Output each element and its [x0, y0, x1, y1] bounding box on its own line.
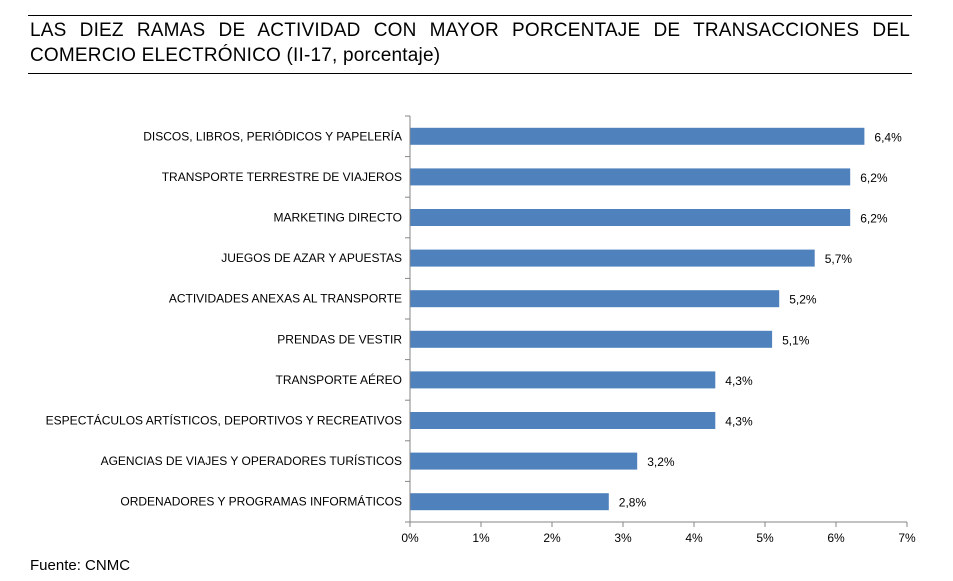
category-label: ORDENADORES Y PROGRAMAS INFORMÁTICOS — [120, 494, 402, 509]
data-label: 5,1% — [782, 333, 810, 347]
data-label: 4,3% — [725, 374, 753, 388]
x-tick-label: 4% — [685, 531, 703, 545]
category-label: ACTIVIDADES ANEXAS AL TRANSPORTE — [169, 292, 402, 306]
data-label: 6,2% — [860, 212, 888, 226]
title-top-rule — [28, 15, 912, 16]
bar — [410, 371, 716, 389]
category-label: PRENDAS DE VESTIR — [277, 332, 402, 346]
bar — [410, 290, 780, 308]
bar — [410, 249, 815, 267]
category-label: AGENCIAS DE VIAJES Y OPERADORES TURÍSTIC… — [101, 453, 402, 468]
bar — [410, 493, 609, 511]
x-tick-label: 3% — [614, 531, 632, 545]
category-label: MARKETING DIRECTO — [274, 211, 402, 225]
category-label: ESPECTÁCULOS ARTÍSTICOS, DEPORTIVOS Y RE… — [46, 413, 402, 428]
data-label: 2,8% — [619, 496, 647, 510]
chart-title: LAS DIEZ RAMAS DE ACTIVIDAD CON MAYOR PO… — [30, 20, 910, 66]
category-label: TRANSPORTE AÉREO — [276, 372, 402, 387]
data-label: 6,4% — [874, 130, 902, 144]
bar — [410, 452, 638, 470]
bar — [410, 330, 773, 348]
category-label: TRANSPORTE TERRESTRE DE VIAJEROS — [162, 170, 402, 184]
data-label: 5,2% — [789, 293, 817, 307]
bar — [410, 168, 851, 186]
data-label: 6,2% — [860, 171, 888, 185]
x-tick-label: 5% — [756, 531, 774, 545]
bar — [410, 127, 865, 145]
x-tick-label: 2% — [543, 531, 561, 545]
category-label: JUEGOS DE AZAR Y APUESTAS — [221, 251, 402, 265]
data-label: 4,3% — [725, 415, 753, 429]
x-tick-label: 7% — [898, 531, 916, 545]
bar — [410, 209, 851, 226]
bar — [410, 412, 716, 429]
category-label: DISCOS, LIBROS, PERIÓDICOS Y PAPELERÍA — [143, 128, 402, 143]
title-bottom-rule — [28, 73, 912, 74]
x-tick-label: 1% — [472, 531, 490, 545]
source-note: Fuente: CNMC — [30, 557, 131, 574]
x-tick-label: 0% — [401, 531, 419, 545]
x-tick-label: 6% — [827, 531, 845, 545]
data-label: 3,2% — [647, 455, 675, 469]
data-label: 5,7% — [825, 252, 853, 266]
